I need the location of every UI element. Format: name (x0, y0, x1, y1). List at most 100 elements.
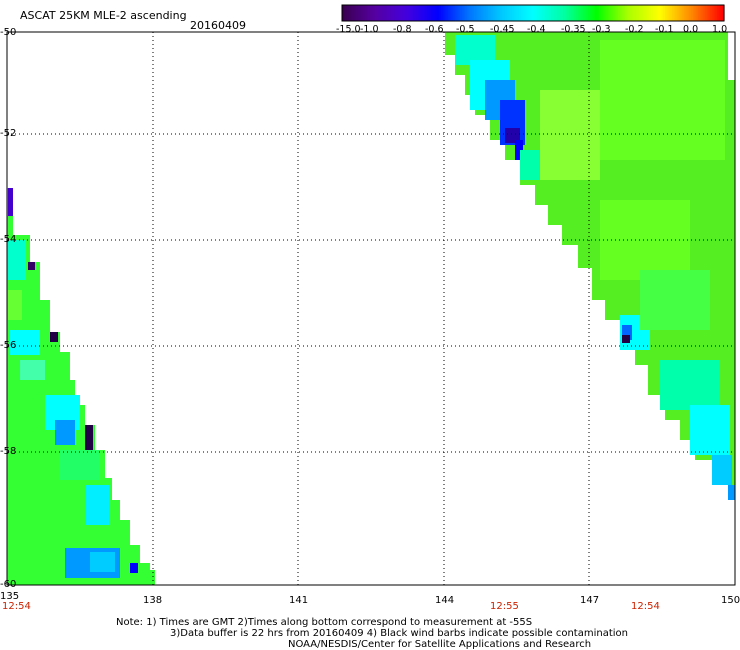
colorbar-segment (501, 5, 505, 21)
colorbar-segment (409, 5, 413, 21)
colorbar-segment (359, 5, 362, 21)
colorbar-segment (362, 5, 366, 21)
colorbar-segment (413, 5, 416, 21)
colorbar-segment (600, 5, 604, 21)
colorbar-segment (612, 5, 616, 21)
colorbar-segment (635, 5, 638, 21)
colorbar-segment (559, 5, 562, 21)
colorbar-segment (597, 5, 600, 21)
colorbar-tick-label: 1.0 (712, 24, 728, 35)
lon-label: 135 (0, 591, 20, 602)
colorbar-segment (621, 5, 624, 21)
colorbar-segment (550, 5, 553, 21)
left-violet-edge (8, 188, 13, 216)
right-cyan-patch-4 (690, 405, 730, 455)
colorbar-segment (715, 5, 718, 21)
colorbar-segment (689, 5, 692, 21)
colorbar-segment (661, 5, 664, 21)
colorbar-segment (369, 5, 373, 21)
colorbar-segment (588, 5, 591, 21)
colorbar-segment (609, 5, 612, 21)
colorbar-segment (718, 5, 722, 21)
colorbar-segment (428, 5, 432, 21)
colorbar-segment (534, 5, 538, 21)
colorbar-segment (368, 5, 371, 21)
colorbar-segment (654, 5, 657, 21)
colorbar-segment (562, 5, 565, 21)
colorbar-segment (722, 5, 725, 21)
colorbar-segment (692, 5, 696, 21)
colorbar-segment (533, 5, 536, 21)
colorbar-segment (560, 5, 564, 21)
colorbar-segment (373, 5, 376, 21)
colorbar-segment (658, 5, 661, 21)
colorbar-segment (440, 5, 444, 21)
colorbar-segment (498, 5, 501, 21)
colorbar-segment (416, 5, 419, 21)
colorbar-segment (583, 5, 586, 21)
colorbar-segment (640, 5, 643, 21)
left-cyan-patch (8, 240, 26, 280)
colorbar-segment (352, 5, 355, 21)
colorbar-segment (371, 5, 374, 21)
colorbar-segment (387, 5, 390, 21)
colorbar-tick-label: -0.3 (592, 24, 611, 35)
colorbar-segment (510, 5, 513, 21)
colorbar-segment (390, 5, 393, 21)
colorbar-segment (706, 5, 709, 21)
colorbar-segment (543, 5, 546, 21)
colorbar-segment (381, 5, 385, 21)
colorbar-segment (524, 5, 527, 21)
colorbar-segment (418, 5, 421, 21)
colorbar-segment (625, 5, 628, 21)
colorbar-segment (546, 5, 550, 21)
colorbar-segment (586, 5, 590, 21)
colorbar-segment (576, 5, 579, 21)
colorbar-segment (717, 5, 720, 21)
colorbar-segment (383, 5, 387, 21)
colorbar-segment (569, 5, 572, 21)
colorbar-segment (545, 5, 548, 21)
colorbar-segment (552, 5, 555, 21)
colorbar-segment (355, 5, 359, 21)
colorbar-segment (699, 5, 703, 21)
colorbar-segment (458, 5, 461, 21)
colorbar-segment (666, 5, 670, 21)
colorbar-segment (630, 5, 633, 21)
colorbar-segment (656, 5, 659, 21)
colorbar-segment (595, 5, 598, 21)
colorbar-segment (407, 5, 411, 21)
colorbar-segment (345, 5, 348, 21)
grid (7, 31, 735, 586)
colorbar-segment (677, 5, 680, 21)
colorbar-segment (647, 5, 650, 21)
colorbar-segment (607, 5, 610, 21)
colorbar-segment (460, 5, 463, 21)
colorbar-segment (548, 5, 551, 21)
colorbar-segment (487, 5, 491, 21)
right-cyan-patch-5 (712, 455, 732, 485)
time-label: 12:55 (490, 601, 519, 612)
colorbar-segment (711, 5, 715, 21)
colorbar-segment (642, 5, 645, 21)
colorbar-segment (500, 5, 503, 21)
colorbar-segment (374, 5, 378, 21)
colorbar-segment (454, 5, 458, 21)
colorbar-segment (590, 5, 593, 21)
colorbar-segment (463, 5, 466, 21)
time-label: 12:54 (631, 601, 660, 612)
colorbar-segment (703, 5, 706, 21)
colorbar-segment (378, 5, 381, 21)
colorbar-tick-label: -0.2 (625, 24, 644, 35)
colorbar-segment (414, 5, 418, 21)
colorbar-segment (432, 5, 435, 21)
left-cyan-patch-4 (85, 485, 110, 525)
colorbar-segment (529, 5, 532, 21)
colorbar-tick-label: -0.4 (527, 24, 546, 35)
colorbar-segment (696, 5, 699, 21)
right-lime-patch (540, 90, 600, 180)
colorbar-segment (602, 5, 605, 21)
lat-label: -52 (0, 128, 17, 139)
colorbar-segment (392, 5, 395, 21)
colorbar-segment (399, 5, 402, 21)
